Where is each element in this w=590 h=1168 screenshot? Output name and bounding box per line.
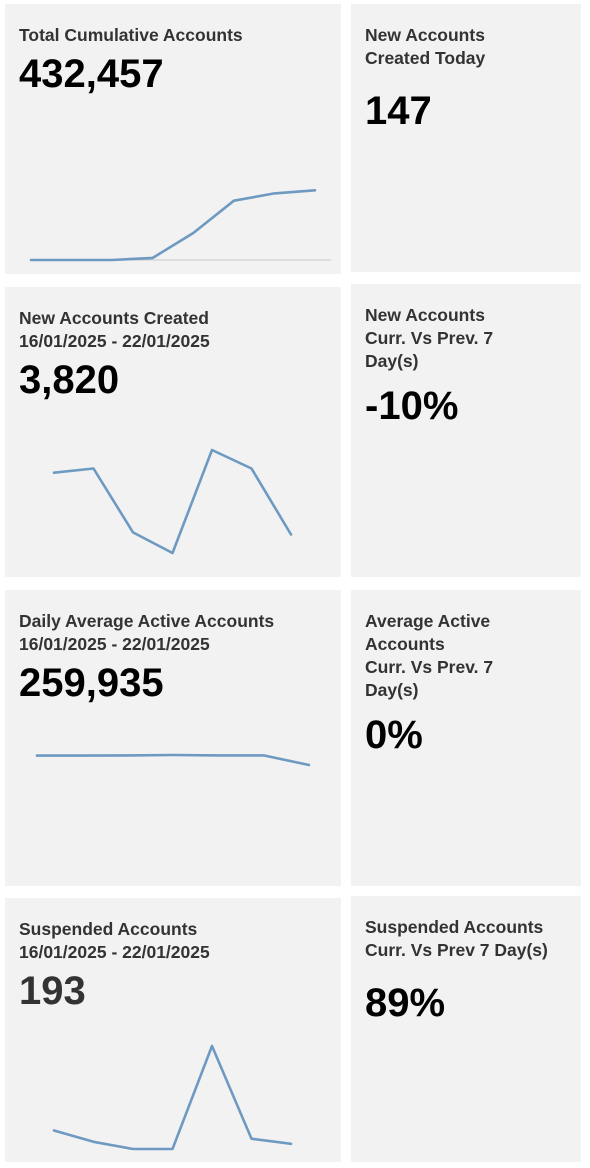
card-title: Daily Average Active Accounts 16/01/2025…	[19, 611, 275, 654]
sparkline-line	[52, 1044, 293, 1151]
card-value: -10%	[365, 384, 459, 428]
card-value: 89%	[365, 981, 446, 1025]
card-value: 147	[365, 89, 432, 133]
card-new-accounts-change: New Accounts Curr. Vs Prev. 7 Day(s) -10…	[351, 284, 581, 577]
card-value: 259,935	[19, 661, 164, 705]
card-title: Total Cumulative Accounts	[19, 25, 243, 45]
card-new-accounts-created: New Accounts Created 16/01/2025 - 22/01/…	[5, 287, 341, 577]
sparkline-line	[29, 189, 317, 262]
sparkline-new-accounts-created	[52, 448, 293, 555]
sparkline-line	[35, 753, 311, 767]
sparkline-daily-average-active	[35, 753, 311, 767]
card-title: Average Active Accounts Curr. Vs Prev. 7…	[365, 611, 494, 700]
sparkline-line	[52, 448, 293, 555]
card-suspended-accounts-change: Suspended Accounts Curr. Vs Prev 7 Day(s…	[351, 896, 581, 1162]
card-title: New Accounts Created 16/01/2025 - 22/01/…	[19, 308, 210, 351]
card-daily-average-active: Daily Average Active Accounts 16/01/2025…	[5, 590, 341, 886]
card-total-cumulative-accounts: Total Cumulative Accounts 432,457	[5, 4, 341, 274]
sparkline-suspended-accounts	[52, 1044, 293, 1151]
card-new-accounts-today: New Accounts Created Today 147	[351, 4, 581, 272]
card-value: 193	[19, 969, 86, 1013]
card-title: Suspended Accounts Curr. Vs Prev 7 Day(s…	[365, 917, 548, 960]
card-title: New Accounts Curr. Vs Prev. 7 Day(s)	[365, 305, 494, 371]
sparkline-total-cumulative	[29, 189, 331, 262]
card-value: 3,820	[19, 358, 120, 402]
card-average-active-change: Average Active Accounts Curr. Vs Prev. 7…	[351, 590, 581, 886]
card-title: New Accounts Created Today	[365, 25, 486, 68]
card-suspended-accounts: Suspended Accounts 16/01/2025 - 22/01/20…	[5, 898, 341, 1162]
card-value: 432,457	[19, 52, 164, 96]
card-value: 0%	[365, 713, 423, 757]
card-title: Suspended Accounts 16/01/2025 - 22/01/20…	[19, 919, 210, 962]
